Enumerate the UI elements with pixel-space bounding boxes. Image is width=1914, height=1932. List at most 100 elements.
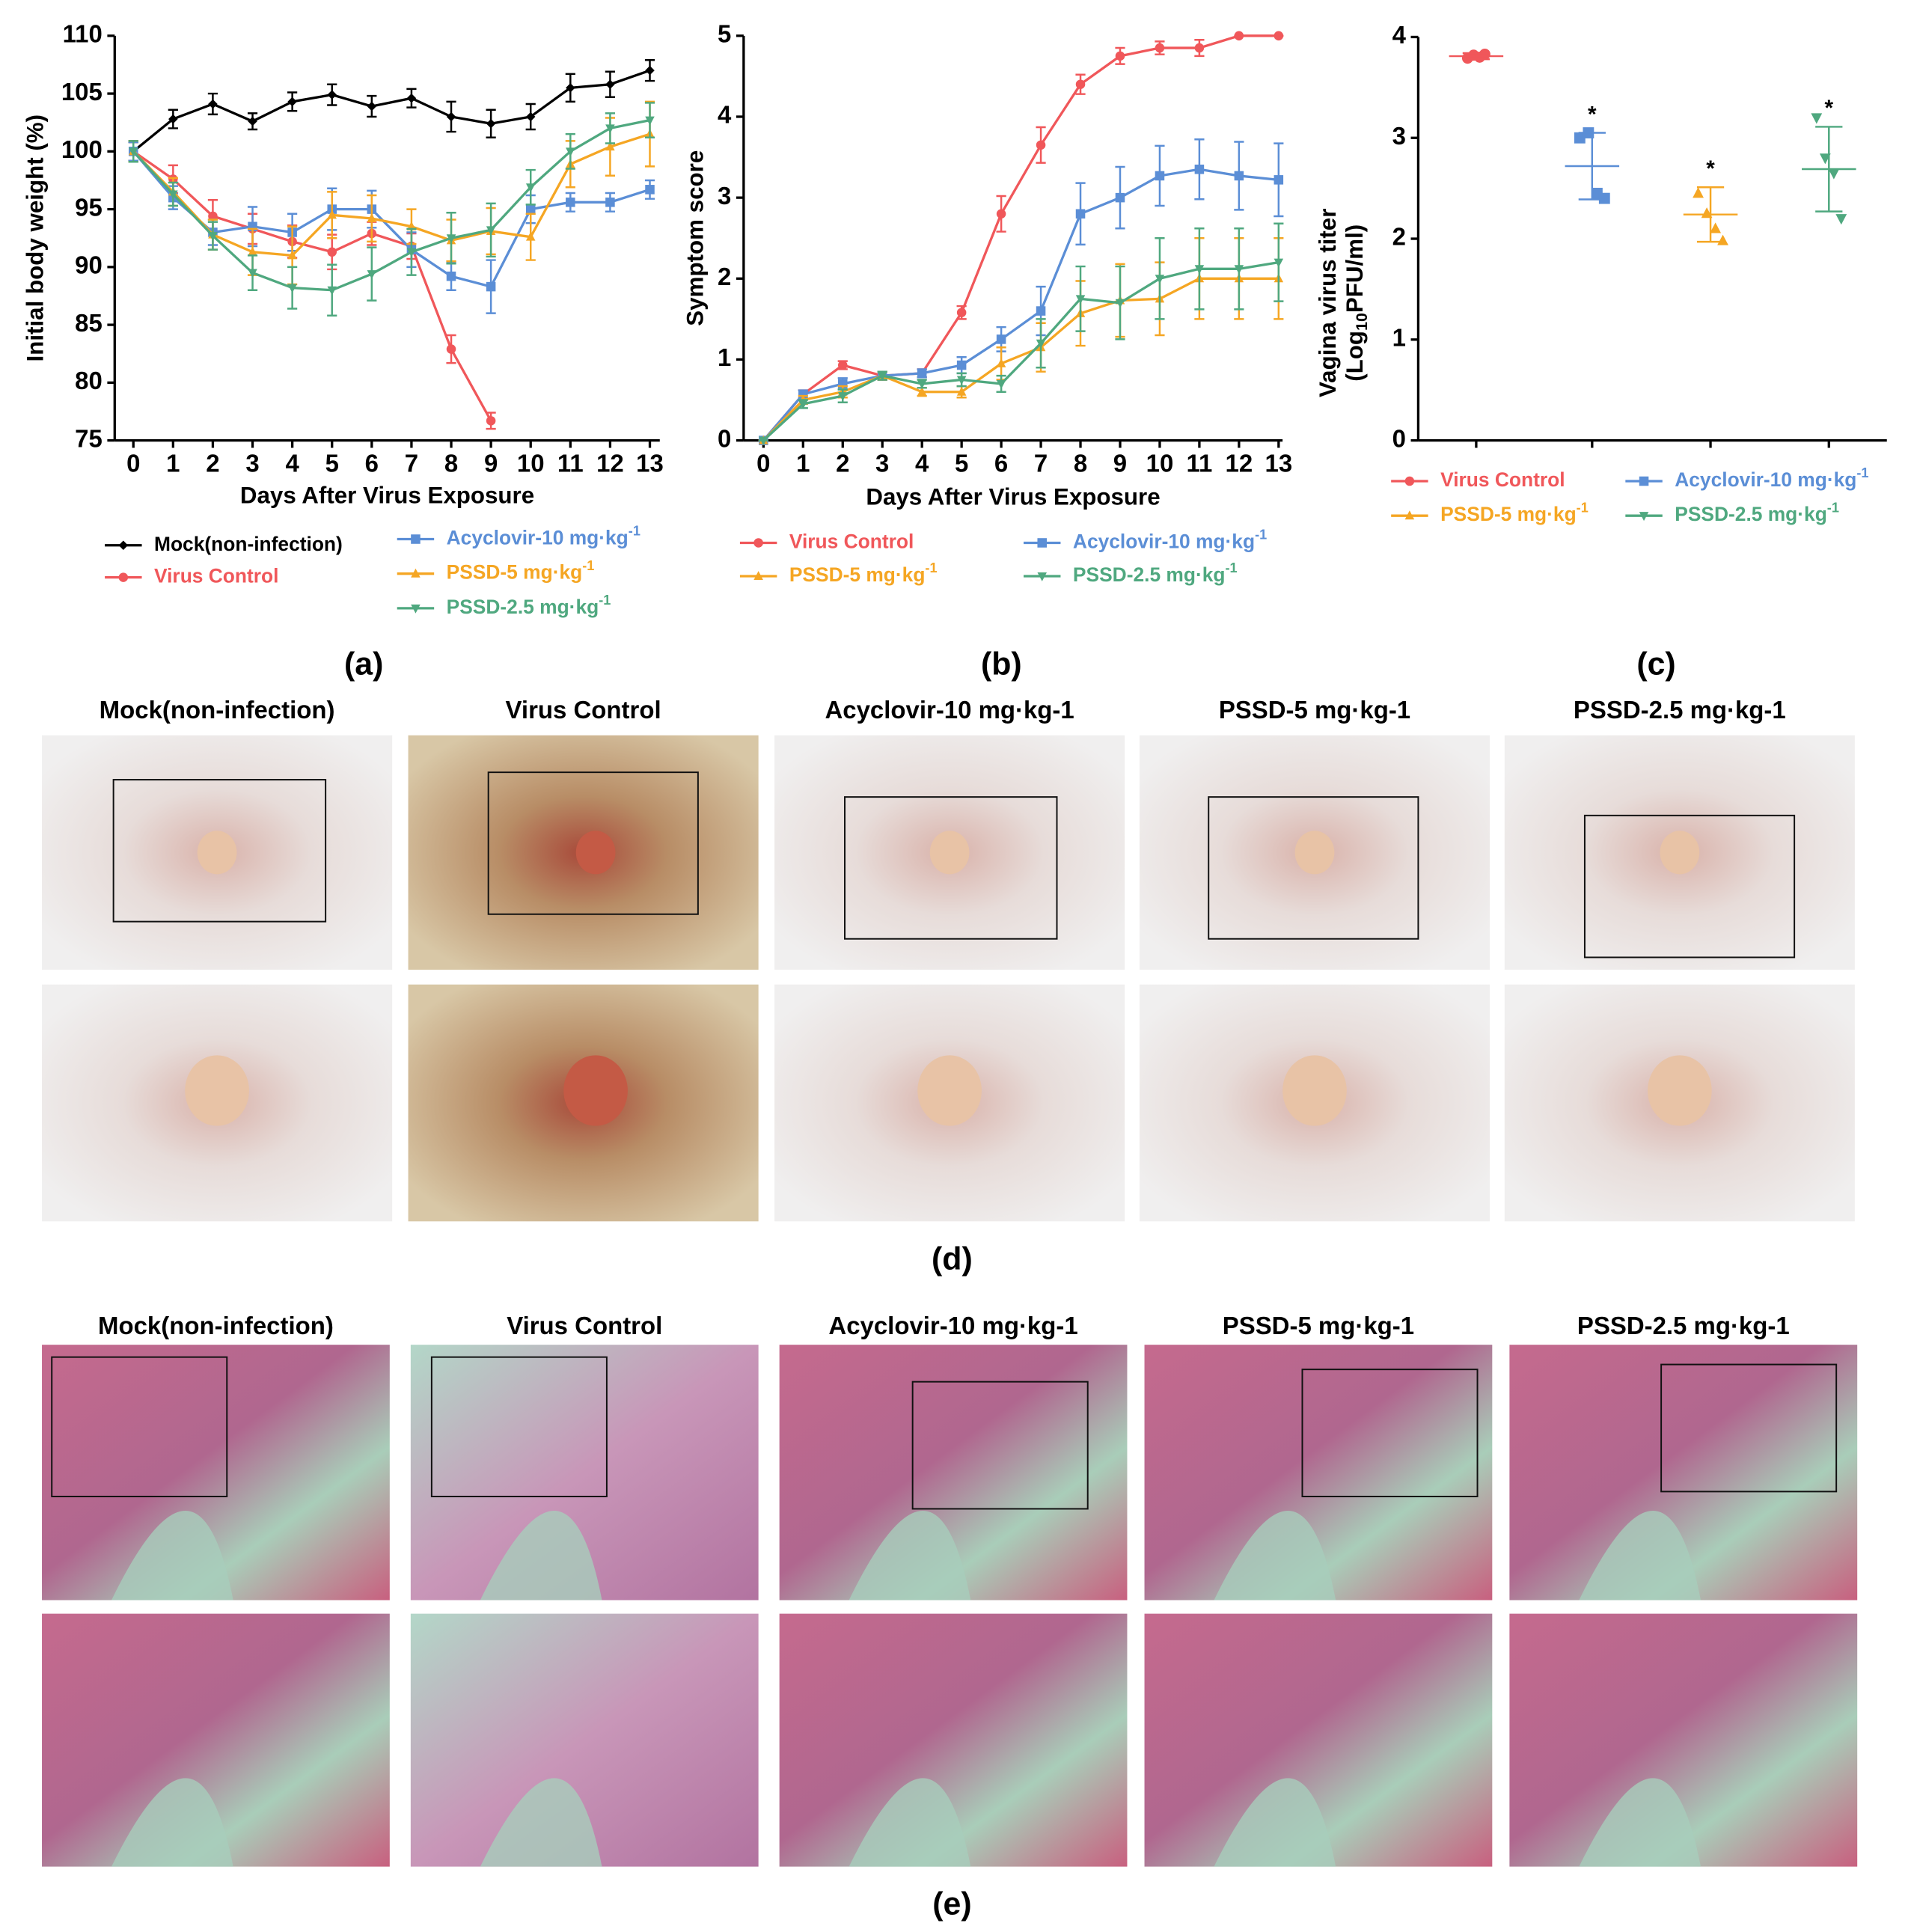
error-bar — [1815, 126, 1843, 213]
marker — [605, 124, 615, 134]
marker — [1037, 572, 1047, 581]
error-bar — [1462, 52, 1490, 61]
marker — [1115, 192, 1125, 203]
marker — [367, 213, 377, 222]
inset-box — [112, 779, 327, 923]
x-tick-label: 12 — [1226, 449, 1253, 477]
x-axis-label: Days After Virus Exposure — [866, 483, 1160, 510]
marker — [411, 534, 421, 544]
marker — [1404, 510, 1415, 520]
legend-sup: -1 — [599, 593, 611, 608]
photo-detail — [1647, 1055, 1712, 1126]
x-tick-label: 11 — [557, 449, 584, 477]
marker — [367, 270, 377, 280]
marker — [411, 604, 421, 614]
y-axis-label: Symptom score — [682, 150, 709, 326]
x-tick-label: 5 — [955, 449, 968, 477]
x-tick-label: 6 — [365, 449, 379, 477]
marker — [1639, 512, 1649, 522]
legend-label: Acyclovir-10 mg·kg-1 — [447, 523, 640, 548]
legend-sup: -1 — [1827, 500, 1839, 515]
y-tick-label: 5 — [718, 20, 731, 48]
marker — [1717, 234, 1728, 245]
legend-name: PSSD-2.5 mg·kg — [1675, 503, 1827, 525]
panel-label: (b) — [981, 646, 1022, 682]
series-line — [132, 150, 492, 422]
marker — [367, 101, 377, 111]
photo-caption: Acyclovir-10 mg·kg-1 — [828, 1312, 1077, 1339]
marker — [566, 83, 575, 93]
legend-name: Mock(non-infection) — [154, 533, 343, 555]
series-line — [132, 69, 651, 153]
photo-caption: Mock(non-infection) — [100, 696, 335, 724]
legend-label: PSSD-2.5 mg·kg-1 — [447, 593, 611, 618]
marker — [525, 231, 536, 241]
marker — [917, 368, 927, 379]
photo-detail — [849, 1511, 971, 1601]
legend-name: Virus Control — [154, 565, 278, 587]
marker — [759, 436, 768, 446]
x-tick-label: 9 — [484, 449, 498, 477]
y-axis-label: Vagina virus titer — [1315, 209, 1341, 397]
inset-box — [1583, 814, 1796, 959]
y-tick-label: 80 — [75, 367, 103, 394]
marker — [1234, 31, 1244, 41]
legend-sup: -1 — [629, 523, 640, 538]
photo-detail — [111, 1511, 233, 1601]
marker — [1693, 187, 1704, 198]
marker — [208, 211, 218, 221]
inset-box — [51, 1356, 228, 1497]
marker — [327, 90, 337, 100]
marker — [1574, 132, 1586, 144]
x-tick-label: 2 — [836, 449, 849, 477]
marker — [917, 386, 927, 396]
legend-sup: -1 — [1255, 527, 1267, 542]
label-part: (Log — [1342, 331, 1368, 382]
marker — [956, 376, 967, 385]
legend-name: Virus Control — [1440, 468, 1565, 491]
photo-detail — [1294, 831, 1335, 875]
legend-name: Acyclovir-10 mg·kg — [1073, 530, 1255, 552]
x-tick-label: 11 — [1186, 449, 1212, 477]
x-tick-label: 7 — [1034, 449, 1048, 477]
photo-detail — [480, 1511, 602, 1601]
y-axis-label: (Log10PFU/ml) — [1342, 224, 1371, 382]
inset-box — [1208, 796, 1419, 940]
marker — [1274, 258, 1284, 268]
marker — [1115, 299, 1125, 308]
marker — [208, 99, 218, 109]
marker — [208, 232, 218, 242]
marker — [1155, 43, 1165, 53]
x-tick-label: 1 — [166, 449, 180, 477]
y-tick-label: 1 — [718, 343, 731, 371]
marker — [753, 538, 763, 548]
legend-name: PSSD-5 mg·kg — [1440, 503, 1577, 525]
legend-label: PSSD-2.5 mg·kg-1 — [1073, 560, 1238, 586]
y-tick-label: 110 — [63, 20, 103, 48]
marker — [1194, 43, 1205, 53]
marker — [996, 334, 1006, 344]
photo-caption: PSSD-5 mg·kg-1 — [1219, 696, 1410, 724]
error-bar — [1696, 186, 1725, 243]
marker — [486, 226, 496, 236]
legend-label: Acyclovir-10 mg·kg-1 — [1675, 465, 1868, 491]
x-tick-label: 6 — [994, 449, 1008, 477]
x-tick-label: 2 — [206, 449, 219, 477]
legend-label: PSSD-2.5 mg·kg-1 — [1675, 500, 1839, 525]
photo-caption: PSSD-5 mg·kg-1 — [1223, 1312, 1414, 1339]
marker — [1075, 79, 1086, 89]
legend-label: PSSD-5 mg·kg-1 — [447, 558, 595, 584]
marker — [1274, 31, 1284, 41]
inset-box — [430, 1356, 608, 1497]
y-tick-label: 3 — [1392, 122, 1406, 150]
photo-caption: Acyclovir-10 mg·kg-1 — [825, 696, 1074, 724]
marker — [1274, 175, 1284, 185]
marker — [645, 116, 655, 126]
marker — [406, 93, 417, 103]
marker — [406, 248, 417, 257]
panel-label: (d) — [932, 1241, 973, 1277]
panel-label: (e) — [932, 1886, 971, 1922]
marker — [411, 568, 421, 578]
legend-name: Virus Control — [789, 530, 914, 552]
